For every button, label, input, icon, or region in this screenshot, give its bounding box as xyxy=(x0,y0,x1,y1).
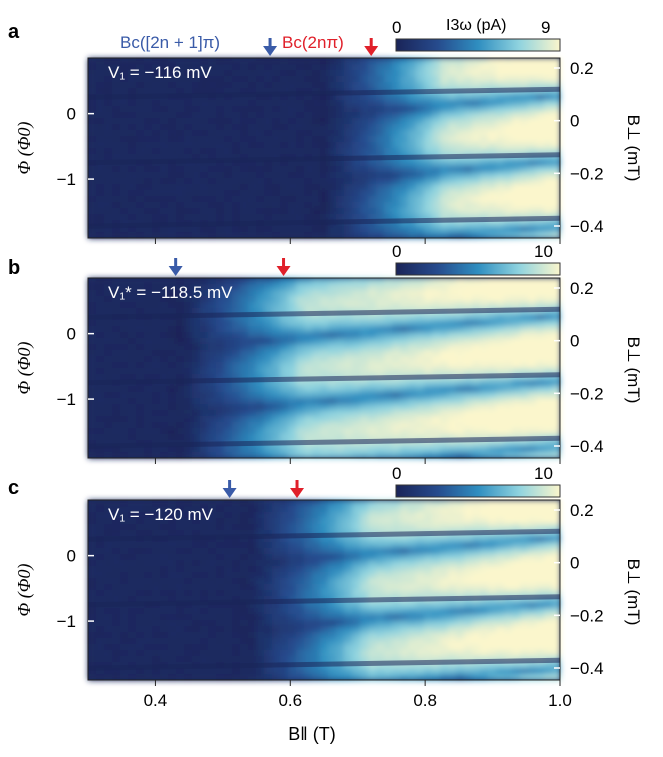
colorbar-b-max: 10 xyxy=(534,242,553,261)
ytick-label: 0 xyxy=(67,325,76,344)
plot-frame xyxy=(87,499,561,681)
ytick-label: −1 xyxy=(57,390,76,409)
flux-minimum-stripe-1 xyxy=(87,594,561,608)
xtick-label: 0.4 xyxy=(144,691,168,710)
xlabel: B‖ (T) xyxy=(288,724,335,744)
panel-label-a: a xyxy=(8,21,20,43)
ytick-label: −1 xyxy=(57,170,76,189)
ytick-label: 0 xyxy=(67,547,76,566)
ylabel-b: Φ (Φ0) xyxy=(14,342,35,395)
right-ytick-label: −0.2 xyxy=(570,606,604,625)
colorbar-b-min: 0 xyxy=(392,242,401,261)
ylabel-a: Φ (Φ0) xyxy=(14,122,35,175)
ytick-label: −1 xyxy=(57,612,76,631)
heatmap-cells xyxy=(88,500,561,681)
right-ytick-label: 0 xyxy=(570,554,579,573)
flux-minimum-stripe-0 xyxy=(87,528,561,542)
flux-minimum-stripe-1 xyxy=(87,372,561,386)
heatmap-panel-b: 0 −1 0.2 0 −0.2 −0.4 xyxy=(57,258,604,464)
heatmap-cells xyxy=(88,58,561,239)
right-ytick-label: 0 xyxy=(570,112,579,131)
right-ytick-label: −0.2 xyxy=(570,384,604,403)
ytick-label: 0 xyxy=(67,105,76,124)
heatmap-panel-a: 0 −1 0.2 0 −0.2 −0.4 xyxy=(57,38,604,244)
right-ytick-label: −0.2 xyxy=(570,164,604,183)
panel-label-b: b xyxy=(8,257,20,279)
plot-frame xyxy=(87,57,561,239)
colorbar-a: 0 9 I3ω (pA) xyxy=(392,17,561,52)
voltage-label-a: V₁ = −116 mV xyxy=(108,63,212,82)
flux-minimum-stripe-2 xyxy=(87,435,561,449)
blue-arrow-head xyxy=(168,266,183,276)
xtick-label: 0.8 xyxy=(413,691,437,710)
right-ylabel-b: B⊥ (mT) xyxy=(624,337,643,404)
ylabel-c: Φ (Φ0) xyxy=(14,564,35,617)
flux-minimum-stripe-2 xyxy=(87,215,561,229)
right-ylabel-c: B⊥ (mT) xyxy=(624,559,643,626)
right-ytick-label: 0 xyxy=(570,332,579,351)
legend-blue-label: Bc([2n + 1]π) xyxy=(120,33,220,52)
right-ytick-label: −0.4 xyxy=(570,217,604,236)
right-ytick-label: 0.2 xyxy=(570,501,594,520)
right-ytick-label: −0.4 xyxy=(570,437,604,456)
flux-minimum-stripe-0 xyxy=(87,306,561,320)
colorbar-a-max: 9 xyxy=(541,18,550,37)
colorbar-c-min: 0 xyxy=(392,464,401,483)
right-ylabel-a: B⊥ (mT) xyxy=(624,115,643,182)
legend-red-label: Bc(2nπ) xyxy=(282,33,344,52)
flux-minimum-stripe-1 xyxy=(87,152,561,166)
blue-arrow-head xyxy=(222,488,237,498)
xtick-label: 1.0 xyxy=(548,691,572,710)
flux-minimum-stripe-2 xyxy=(87,657,561,671)
colorbar-a-min: 0 xyxy=(392,18,401,37)
red-arrow-head xyxy=(276,266,291,276)
panel-label-c: c xyxy=(8,477,19,499)
colorbar-c-max: 10 xyxy=(534,464,553,483)
colorbar-c: 0 10 xyxy=(392,464,561,498)
xtick-label: 0.6 xyxy=(278,691,302,710)
voltage-label-b: V₁* = −118.5 mV xyxy=(108,283,233,302)
blue-arrow-head xyxy=(263,46,278,56)
flux-minimum-stripe-0 xyxy=(87,86,561,100)
heatmap-cells xyxy=(88,278,561,459)
right-ytick-label: 0.2 xyxy=(570,279,594,298)
red-arrow-head xyxy=(364,46,379,56)
plot-frame xyxy=(87,277,561,459)
colorbar-a-label: I3ω (pA) xyxy=(446,17,507,34)
voltage-label-c: V₁ = −120 mV xyxy=(108,505,214,524)
right-ytick-label: −0.4 xyxy=(570,659,604,678)
right-ytick-label: 0.2 xyxy=(570,59,594,78)
heatmap-panel-c: 0 −1 0.2 0 −0.2 −0.4 0.4 0.6 0.8 1.0 xyxy=(57,480,604,710)
red-arrow-head xyxy=(290,488,305,498)
colorbar-b: 0 10 xyxy=(392,242,561,276)
